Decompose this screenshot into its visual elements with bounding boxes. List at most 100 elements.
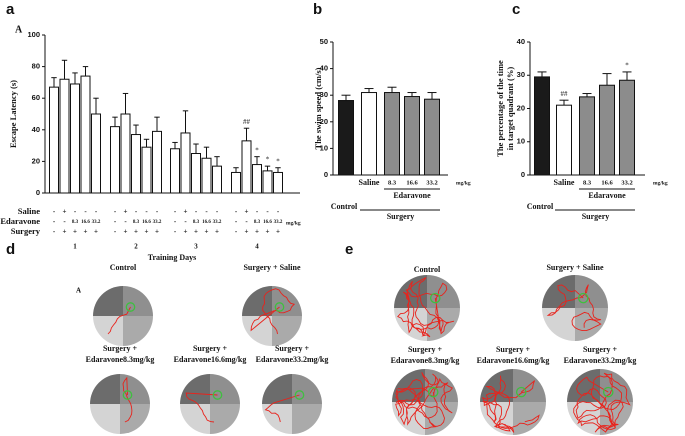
water-maze [180,374,240,434]
y-tick-label: 0 [36,188,40,197]
quadrant [93,286,123,316]
quadrant [513,402,546,435]
error-bar [559,99,569,106]
condition-value: - [156,208,159,216]
group-label: Control [414,265,441,274]
x-tick-label: Saline [359,178,380,187]
condition-value: - [95,208,98,216]
condition-value: + [124,208,128,216]
water-maze [93,286,153,346]
quadrant [542,308,575,341]
quadrant [210,374,240,404]
y-tick-label: 40 [320,64,328,73]
bar [152,130,162,194]
condition-value: - [53,208,56,216]
error-bar [112,116,118,127]
condition-label: Surgery [11,226,41,236]
group-label: Surgery + [103,344,138,353]
bar [201,157,212,194]
condition-value: - [235,218,238,226]
bar [424,98,440,176]
group-label: Edaravone8.3mg/kg [86,355,155,364]
annotation: * [255,146,259,154]
condition-value: + [194,228,198,236]
group-label: Edaravone16.6mg/kg [477,356,550,365]
quadrant [542,275,575,308]
bar [579,96,595,176]
y-tick-label: 20 [320,117,328,126]
quadrant [123,316,153,346]
y-tick-label: 10 [320,143,328,152]
condition-value: - [145,208,148,216]
group-label: Surgery + [275,344,310,353]
error-bar [51,77,57,88]
condition-value: + [84,228,88,236]
platform [122,390,133,400]
condition-value: - [266,208,269,216]
error-bar [233,167,239,173]
condition-value: 33.2 [213,220,222,225]
unit-label: mg/kg [653,180,668,186]
water-maze [480,369,546,435]
x-tick-label: 2 [134,243,138,251]
swim-path [397,277,455,338]
quadrant [272,286,302,316]
condition-value: - [205,208,208,216]
annotation: * [625,62,629,70]
condition-value: + [184,208,188,216]
y-tick-label: 40 [32,125,40,134]
condition-value: - [245,218,248,226]
condition-value: 16.6 [81,220,90,225]
condition-value: + [255,228,259,236]
error-bar [341,94,351,101]
error-bar [61,59,68,80]
error-bar [537,71,547,77]
bar [556,104,572,176]
condition-value: + [124,228,128,236]
error-bar [133,124,139,135]
condition-value: - [235,228,238,236]
error-bar [93,97,99,114]
condition-value: - [84,208,87,216]
quadrant [272,316,302,346]
bar [599,84,615,176]
condition-value: + [184,228,188,236]
condition-value: - [63,218,66,226]
annotation: * [266,156,270,164]
x-axis-label: Training Days [148,253,197,262]
error-bar [364,88,374,93]
panel-letter: d [6,241,15,258]
platform [577,292,589,304]
panel-letter: b [313,1,322,18]
annotation: ## [243,118,251,126]
condition-value: - [53,218,56,226]
bar [170,148,180,194]
condition-value: - [235,208,238,216]
bar [241,140,252,194]
platform [294,390,305,400]
swim-path [546,284,602,332]
condition-value: 8.3 [133,220,140,225]
condition-value: - [135,208,138,216]
panel-sublabel: A [76,287,81,295]
bar [404,96,420,176]
condition-value: - [74,208,77,216]
error-bar [72,72,78,84]
quadrant [394,275,427,308]
condition-value: - [174,218,177,226]
y-tick-label: 40 [517,37,525,46]
bar [91,113,101,194]
bar [141,146,152,194]
error-bar [264,165,271,171]
condition-value: - [174,208,177,216]
condition-value: 8.3 [72,220,79,225]
error-bar [82,66,89,77]
y-axis-label: in target quadrant (%) [505,67,515,151]
bar [120,113,131,194]
x-tick-label: 8.3 [583,179,592,186]
bar [80,75,91,194]
condition-label: Edaravone [0,216,40,226]
bar [70,83,80,194]
platform [212,390,223,400]
condition-value: - [124,218,127,226]
